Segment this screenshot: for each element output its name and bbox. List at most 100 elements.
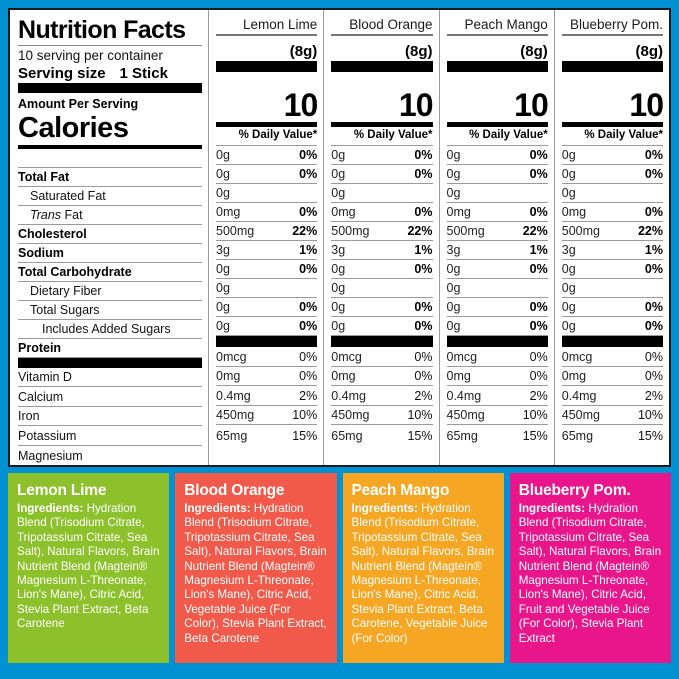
nutrient-value-row: 0g 0%	[446, 317, 548, 336]
nutrient-daily-value: 1%	[644, 243, 663, 257]
micronutrient-value-list: 0mcg 0% 0mg 0% 0.4mg 2% 450mg 10% 65mg 15%	[216, 347, 318, 445]
nutrient-amount: 0g	[446, 148, 461, 162]
nutrient-value-row: 0g 0%	[216, 298, 318, 317]
micronutrient-daily-value: 0%	[529, 369, 548, 383]
nutrient-value-row: 0g	[446, 184, 548, 203]
flavor-column: Lemon Lime (8g) 10% Daily Value* 0g 0% 0g 0% 0g…	[208, 10, 323, 465]
micronutrient-value-row: 0.4mg 2%	[216, 386, 318, 406]
nutrient-value-list: 0g 0% 0g 0% 0g 0mg 0% 500mg 22% 3g 1% 0g 0% 0g 0g 0% 0g 0…	[331, 146, 433, 336]
ingredient-panels: Lemon Lime Ingredients: Hydration Blend (…	[8, 473, 671, 663]
nutrient-value-row: 0g 0%	[446, 165, 548, 184]
serving-grams: (8g)	[520, 43, 548, 60]
nutrient-daily-value: 0%	[299, 167, 318, 181]
micronutrient-daily-value: 2%	[414, 388, 433, 403]
micronutrient-daily-value: 10%	[522, 408, 548, 422]
nutrient-value-row: 0g 0%	[331, 146, 433, 165]
micronutrient-value-row: 0.4mg 2%	[331, 386, 433, 406]
nutrient-name: Sodium	[18, 245, 64, 260]
nutrient-amount: 0g	[561, 167, 576, 181]
micronutrient-amount: 0mcg	[331, 349, 362, 364]
micronutrient-amount: 0mcg	[446, 349, 478, 364]
micronutrient-amount: 0mg	[446, 369, 471, 383]
nutrient-value-row: 0g 0%	[561, 260, 663, 279]
nutrient-amount: 0g	[331, 148, 346, 162]
nutrient-daily-value: 0%	[644, 300, 663, 314]
serving-grams: (8g)	[635, 43, 664, 60]
ingredients-lead: Ingredients:	[518, 502, 586, 515]
nutrient-value-row: 0mg 0%	[446, 203, 548, 222]
nutrient-daily-value: 1%	[414, 243, 433, 257]
daily-value-header: % Daily Value*	[561, 127, 663, 146]
nutrient-amount: 500mg	[331, 224, 370, 238]
nutrition-facts-panel: Nutrition Facts 10 serving per container…	[8, 8, 671, 467]
nutrient-daily-value: 22%	[522, 224, 548, 238]
nutrient-row: Total Sugars	[18, 301, 202, 320]
micronutrient-value-list: 0mcg 0% 0mg 0% 0.4mg 2% 450mg 10% 65mg 15%	[331, 347, 433, 445]
nutrient-row: Protein	[18, 339, 202, 358]
nutrient-value-row: 0g 0%	[561, 298, 663, 317]
micronutrient-value-row: 0mcg 0%	[446, 347, 548, 367]
nutrient-amount: 3g	[331, 243, 346, 257]
nutrient-amount: 0g	[561, 300, 576, 314]
micronutrient-divider	[216, 336, 318, 347]
micronutrient-row: Iron	[18, 407, 202, 426]
nutrient-value-row: 0g	[331, 279, 433, 298]
micronutrient-divider	[561, 336, 663, 347]
micronutrient-amount: 65mg	[446, 428, 478, 443]
nutrient-name: Total Sugars	[30, 302, 100, 317]
nutrient-amount: 0g	[446, 319, 461, 333]
nutrient-daily-value: 0%	[299, 148, 318, 162]
micronutrient-row: Potassium	[18, 426, 202, 446]
divider	[216, 34, 318, 36]
servings-per-container: 10 serving per container	[18, 48, 163, 63]
nutrient-daily-value: 22%	[292, 224, 318, 238]
nutrient-value-row: 3g 1%	[216, 241, 318, 260]
nutrient-amount: 0mg	[331, 205, 356, 219]
micronutrient-daily-value: 0%	[414, 369, 433, 383]
nutrient-daily-value: 0%	[414, 148, 433, 162]
micronutrient-value-row: 0mg 0%	[561, 367, 663, 386]
nutrient-value-row: 0g	[216, 279, 318, 298]
micronutrient-daily-value: 10%	[407, 408, 433, 422]
nutrient-value-row: 0g 0%	[561, 165, 663, 184]
nutrient-daily-value: 0%	[644, 167, 663, 181]
micronutrient-daily-value: 10%	[292, 408, 318, 422]
nutrient-amount: 500mg	[446, 224, 485, 238]
flavor-column-header: Lemon Lime	[242, 17, 318, 32]
micronutrient-daily-value: 2%	[529, 388, 548, 403]
micronutrient-amount: 450mg	[561, 408, 600, 422]
nutrient-value-row: 500mg 22%	[331, 222, 433, 241]
nutrient-amount: 0g	[561, 281, 576, 295]
daily-value-header: % Daily Value*	[446, 127, 548, 146]
mid-divider	[446, 122, 548, 127]
micronutrient-amount: 450mg	[331, 408, 370, 422]
mid-divider	[561, 122, 663, 127]
micronutrient-daily-value: 10%	[637, 408, 663, 422]
nutrient-value-row: 500mg 22%	[216, 222, 318, 241]
ingredient-list: Ingredients: Hydration Blend (Trisodium …	[17, 502, 160, 631]
nutrient-daily-value: 0%	[414, 205, 433, 219]
thick-divider	[18, 83, 202, 93]
nutrient-amount: 0g	[561, 262, 576, 276]
nutrient-amount: 0g	[331, 262, 346, 276]
micronutrient-divider	[331, 336, 433, 347]
nutrient-daily-value: 0%	[414, 167, 433, 181]
micronutrient-name: Magnesium	[18, 449, 83, 463]
nutrient-row: Dietary Fiber	[18, 282, 202, 301]
micronutrient-value-row: 65mg 15%	[216, 425, 317, 445]
micronutrient-amount: 0mcg	[216, 349, 247, 364]
micronutrient-amount: 0.4mg	[561, 388, 597, 403]
nutrient-daily-value: 0%	[414, 300, 433, 314]
mid-divider	[216, 122, 318, 127]
nutrient-value-row: 0g 0%	[216, 260, 318, 279]
micronutrient-amount: 0.4mg	[331, 388, 366, 403]
nutrient-name: Includes Added Sugars	[42, 321, 171, 336]
dv-header-spacer	[18, 149, 202, 168]
nutrient-name: Cholesterol	[18, 226, 87, 241]
micronutrient-amount: 450mg	[446, 408, 485, 422]
nutrient-daily-value: 1%	[529, 243, 548, 257]
nutrient-value-list: 0g 0% 0g 0% 0g 0mg 0% 500mg 22% 3g 1% 0g 0% 0g 0g 0% 0g 0…	[446, 146, 548, 336]
micronutrient-amount: 0.4mg	[216, 388, 251, 403]
ingredient-panel: Blood Orange Ingredients: Hydration Blend…	[175, 473, 337, 663]
micronutrient-name-list: Vitamin D Calcium Iron Potassium Magnesium	[18, 368, 202, 466]
